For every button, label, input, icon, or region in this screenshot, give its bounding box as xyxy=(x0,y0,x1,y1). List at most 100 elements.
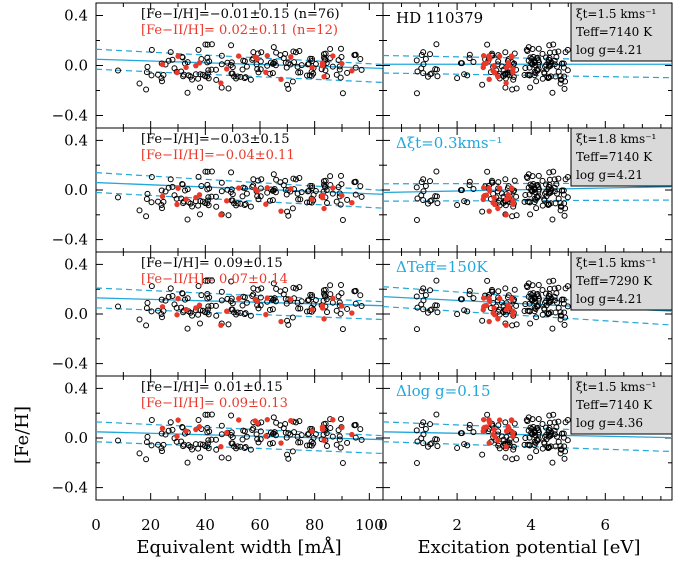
panel-4-ew-fe2-point xyxy=(159,425,166,431)
panel-3-ep-fe1-point xyxy=(535,282,542,289)
panel-1-ew-fe1-point xyxy=(270,44,277,51)
panel-2-ep-fe2-point xyxy=(495,205,501,212)
panel-1-ep-fe1-point xyxy=(557,76,564,83)
panel-4-ew-fe1-point xyxy=(241,445,248,452)
panel-3-ew-fe1-point xyxy=(308,292,315,299)
panel-2-ew-fe1-point xyxy=(257,185,264,192)
panel-4-ew-fe1-point xyxy=(283,434,290,441)
panel-1-ew-fe1-point xyxy=(189,76,196,83)
panel-4-ep-fe2-point xyxy=(509,418,515,424)
panel-1-ew-fe1-point xyxy=(136,80,143,87)
panel-4-ew-fe2-point xyxy=(175,417,181,423)
panel-3-ew-fe1-point xyxy=(322,286,329,293)
panel-3-ew-fe1-point xyxy=(115,303,122,310)
panel-4-ew-fe1-point xyxy=(229,440,236,447)
panel-1-param-box xyxy=(570,2,673,62)
panel-1-ep-fe2-point xyxy=(503,64,510,70)
panel-1-ew-fe2-point xyxy=(339,60,345,67)
panel-2-ep-fe2-point xyxy=(510,198,516,204)
panel-1-ep-fe1-point xyxy=(562,49,569,56)
panel-2-ew xyxy=(95,127,384,253)
panel-1-ew-fe2-point xyxy=(309,64,315,71)
panel-1-ew-fe2-point xyxy=(224,66,230,72)
panel-4-ep-fe1-point xyxy=(466,421,473,428)
panel-2-ep-fe1-point xyxy=(564,194,571,201)
panel-3-ew-fit-upper xyxy=(95,287,384,303)
panel-2-ep-fe1-point xyxy=(555,175,562,182)
panel-2-ew-fe1-point xyxy=(169,183,176,190)
panel-3-ew-fe1-point xyxy=(338,290,345,297)
panel-4-param-3: log g=4.36 xyxy=(576,416,643,430)
panel-3-ep-fe1-point xyxy=(533,314,540,321)
panel-2-ew-fe1-point xyxy=(333,198,340,205)
panel-1-ew-fe1-point xyxy=(352,64,359,71)
panel-3-ew-fe1-point xyxy=(357,292,364,299)
panel-1-ew-fe2-point xyxy=(330,53,336,59)
panel-3-ep-fe1-point xyxy=(495,288,502,295)
panel-1-ep-fe1-point xyxy=(541,69,548,76)
panel-2-ew-fe1-point xyxy=(267,197,274,204)
panel-3-ep-fe1-point xyxy=(464,308,471,315)
panel-4-ew-fe1-point xyxy=(218,431,225,438)
panel-1-ew-fe1-point xyxy=(308,55,315,62)
panel-2-ew-fe1-point xyxy=(218,188,225,195)
panel-3-ew-fe1-point xyxy=(189,312,196,319)
panel-2-ew-fe1-point xyxy=(290,175,297,182)
panel-1-ew-fe1-point xyxy=(322,67,329,74)
panel-2-ew-fe1-point xyxy=(229,197,236,204)
panel-3-ep-fe1-point xyxy=(488,288,495,295)
panel-3-param-box xyxy=(570,251,673,311)
panel-1-ep-fe2-point xyxy=(510,66,516,72)
panel-1-ep-fe1-point xyxy=(502,84,509,91)
panel-2-ep-fe1-point xyxy=(533,205,540,212)
panel-4-ew-fe1-point xyxy=(292,419,299,426)
panel-2-ep-fe1-point xyxy=(418,192,425,199)
panel-2-ew-fe2-point xyxy=(264,185,271,191)
panel-2-ew-fe1-point xyxy=(158,187,165,194)
panel-4-ytick-label: 0.4 xyxy=(64,379,88,397)
panel-3-ew-fe1-point xyxy=(173,304,180,311)
panel-2-ep-fe1-point xyxy=(559,187,566,194)
panel-1-ew-fe1-point xyxy=(333,71,340,78)
panel-3-ew-fe1-point xyxy=(229,306,236,313)
panel-4-ep-fe1-point xyxy=(546,419,553,426)
panel-2-ew-fit-upper xyxy=(95,172,384,191)
panel-2-ep-fe1-point xyxy=(551,184,558,191)
panel-1-ew-fe1-point xyxy=(169,56,176,63)
panel-1-ep-fe1-point xyxy=(418,65,425,72)
panel-3-ep-fe1-point xyxy=(553,290,560,297)
panel-3-ew-fe1-point xyxy=(289,314,296,321)
panel-2-ew-fe1-point xyxy=(273,176,280,183)
panel-1-ew-fe1-point xyxy=(148,46,155,53)
panel-4-ep-fe1-point xyxy=(541,439,548,446)
panel-1-ew-fe1-point xyxy=(264,62,271,69)
panel-1-ep-fe1-point xyxy=(549,89,556,96)
panel-3-ew-fe1-point xyxy=(242,310,249,317)
panel-3-ew-fe1-point xyxy=(196,320,203,327)
panel-1-ep-fe1-point xyxy=(547,61,554,68)
panel-3-ep-fe1-point xyxy=(564,303,571,310)
panel-3-ew-fe2-point xyxy=(193,305,199,311)
panel-2-ew-fe2-point xyxy=(263,201,269,207)
panel-4-ew-fe1-point xyxy=(143,456,150,463)
panel-2-ew-fe1-point xyxy=(324,200,331,207)
panel-1-ew-fe1-point xyxy=(205,67,212,74)
panel-1-fe1-label: [Fe−I/H]=−0.01±0.15 (n=76) xyxy=(141,7,340,22)
panel-1-ew-fe1-point xyxy=(273,49,280,56)
panel-1-ew-fe1-point xyxy=(290,48,297,55)
panel-4-ep-fe2-point xyxy=(490,431,496,438)
panel-1-ep-fe1-point xyxy=(546,42,553,49)
panel-2-ep-fe2-point xyxy=(490,199,496,206)
panel-4-param-2: Teff=7140 K xyxy=(576,398,653,412)
panel-2-ew-fe1-point xyxy=(329,190,336,197)
panel-1-ew-fe2-point xyxy=(263,69,269,76)
panel-2-ep-fe2-point xyxy=(486,185,492,191)
panel-1-ew-fe2-point xyxy=(218,80,224,86)
panel-4-ep-fit-line xyxy=(382,431,673,439)
x-tick-label-right: 0 xyxy=(378,516,388,534)
panel-4-ew-fe1-point xyxy=(273,419,280,426)
panel-1-ep-fe1-point xyxy=(418,52,425,59)
panel-2-ep-fe1-point xyxy=(466,178,473,185)
panel-3-ew-fe2-point xyxy=(319,302,326,309)
panel-4-ew-fe1-point xyxy=(324,443,331,450)
